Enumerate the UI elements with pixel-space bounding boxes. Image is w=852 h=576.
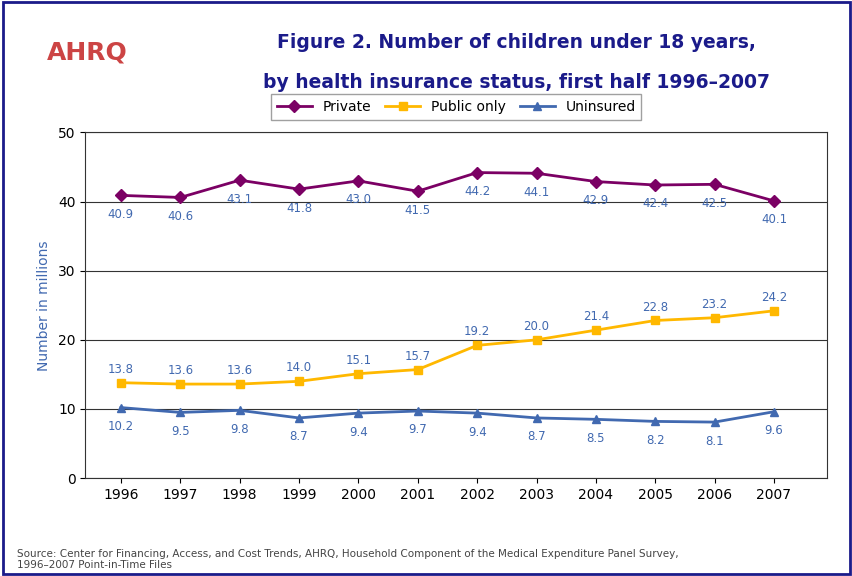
Text: 14.0: 14.0	[285, 361, 312, 374]
Text: AHRQ: AHRQ	[47, 41, 128, 65]
Y-axis label: Number in millions: Number in millions	[37, 240, 51, 370]
Text: 40.9: 40.9	[107, 208, 134, 221]
Text: 42.4: 42.4	[642, 198, 668, 210]
Text: 9.6: 9.6	[763, 424, 782, 437]
Text: 22.8: 22.8	[642, 301, 667, 313]
Text: 15.7: 15.7	[404, 350, 430, 363]
Text: Figure 2. Number of children under 18 years,: Figure 2. Number of children under 18 ye…	[276, 33, 755, 52]
Text: 15.1: 15.1	[345, 354, 371, 367]
Text: 13.6: 13.6	[167, 364, 193, 377]
Text: by health insurance status, first half 1996–2007: by health insurance status, first half 1…	[262, 73, 769, 92]
Text: Advancing
Excellence in
Health Care: Advancing Excellence in Health Care	[64, 72, 111, 92]
Text: 42.5: 42.5	[700, 197, 727, 210]
Text: Source: Center for Financing, Access, and Cost Trends, AHRQ, Household Component: Source: Center for Financing, Access, an…	[17, 548, 678, 570]
Text: 40.6: 40.6	[167, 210, 193, 223]
Text: 8.5: 8.5	[586, 432, 604, 445]
Text: 13.6: 13.6	[227, 364, 252, 377]
Text: 21.4: 21.4	[582, 310, 608, 323]
Text: 9.7: 9.7	[408, 423, 427, 437]
Text: 9.4: 9.4	[348, 426, 367, 438]
Text: 44.2: 44.2	[463, 185, 490, 198]
Text: 8.1: 8.1	[705, 434, 723, 448]
Text: 24.2: 24.2	[760, 291, 786, 304]
Text: 9.8: 9.8	[230, 423, 249, 436]
Text: 20.0: 20.0	[523, 320, 549, 333]
Text: 13.8: 13.8	[108, 363, 134, 376]
Text: 41.8: 41.8	[285, 202, 312, 215]
Text: 43.0: 43.0	[345, 194, 371, 206]
Text: 8.7: 8.7	[290, 430, 308, 444]
Text: 10.2: 10.2	[107, 420, 134, 433]
Text: 40.1: 40.1	[760, 213, 786, 226]
Text: 8.2: 8.2	[645, 434, 664, 447]
Text: 42.9: 42.9	[582, 194, 608, 207]
Text: 9.5: 9.5	[170, 425, 189, 438]
Text: 43.1: 43.1	[227, 192, 252, 206]
Text: 9.4: 9.4	[467, 426, 486, 438]
Text: 23.2: 23.2	[700, 298, 727, 311]
Text: 8.7: 8.7	[527, 430, 545, 444]
Text: 19.2: 19.2	[463, 325, 490, 339]
Text: 41.5: 41.5	[404, 204, 430, 217]
Legend: Private, Public only, Uninsured: Private, Public only, Uninsured	[271, 94, 641, 120]
Text: 44.1: 44.1	[523, 185, 549, 199]
